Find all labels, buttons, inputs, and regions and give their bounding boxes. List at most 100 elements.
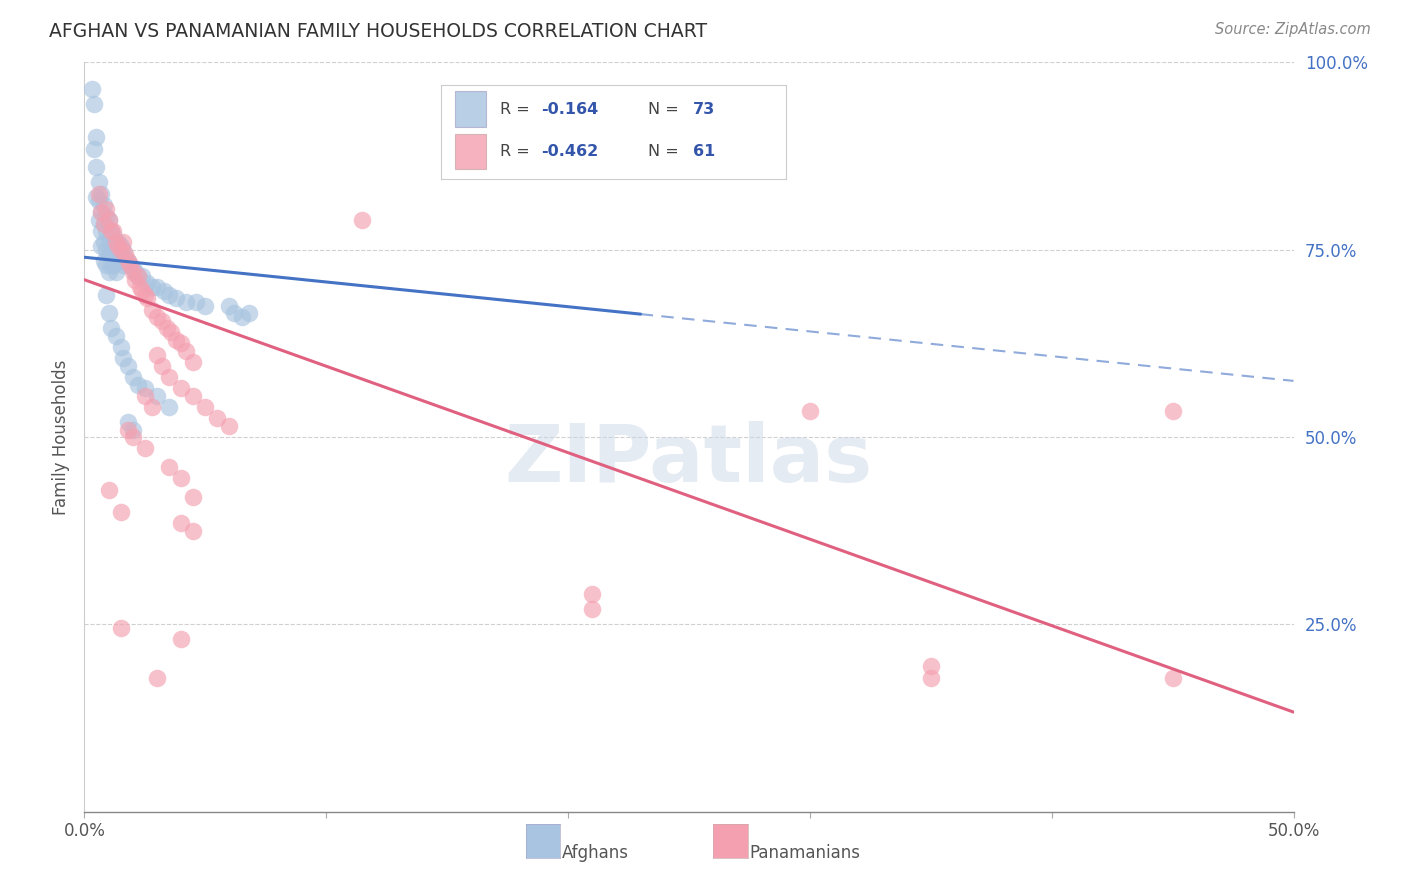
Point: [581, 602, 603, 616]
Point: [207, 411, 229, 425]
Point: [93, 198, 115, 212]
Point: [93, 235, 115, 250]
Point: [181, 355, 204, 369]
Point: [107, 250, 129, 264]
Point: [100, 243, 122, 257]
Point: [920, 671, 942, 685]
Point: [117, 423, 139, 437]
Point: [107, 235, 129, 250]
Point: [134, 389, 156, 403]
Point: [93, 217, 115, 231]
Point: [194, 299, 217, 313]
Point: [97, 231, 120, 245]
Point: [100, 321, 122, 335]
Point: [100, 224, 122, 238]
Point: [121, 430, 143, 444]
Point: [157, 460, 180, 475]
Point: [174, 295, 197, 310]
Point: [181, 389, 204, 403]
Point: [1161, 404, 1184, 418]
Point: [121, 261, 143, 276]
Point: [352, 212, 374, 227]
Point: [104, 235, 127, 250]
Point: [120, 258, 142, 272]
Point: [134, 442, 156, 456]
Point: [114, 246, 136, 260]
Point: [218, 299, 240, 313]
Point: [129, 280, 152, 294]
Point: [170, 381, 193, 395]
Point: [86, 190, 108, 204]
Point: [150, 359, 173, 373]
Point: [581, 587, 603, 601]
Text: ZIPatlas: ZIPatlas: [505, 420, 873, 499]
Point: [80, 81, 103, 95]
Point: [194, 400, 217, 414]
Point: [165, 333, 187, 347]
Point: [83, 142, 105, 156]
Point: [117, 254, 139, 268]
Point: [112, 258, 135, 272]
Point: [97, 265, 120, 279]
Point: [174, 343, 197, 358]
Point: [93, 254, 115, 268]
Point: [146, 280, 169, 294]
Text: Afghans: Afghans: [562, 844, 628, 862]
Point: [110, 621, 132, 635]
Point: [94, 243, 117, 257]
Point: [97, 212, 120, 227]
Point: [170, 632, 193, 647]
Point: [90, 186, 112, 201]
Point: [134, 381, 156, 395]
Point: [103, 243, 125, 257]
Point: [121, 370, 143, 384]
Point: [141, 400, 163, 414]
Point: [90, 239, 112, 253]
Point: [146, 389, 169, 403]
Point: [127, 268, 149, 283]
Point: [146, 348, 169, 362]
Point: [90, 205, 112, 219]
Point: [83, 96, 105, 111]
Point: [170, 516, 193, 531]
Point: [110, 254, 132, 268]
Point: [136, 292, 159, 306]
Point: [224, 306, 246, 320]
Point: [157, 400, 180, 414]
Point: [920, 658, 942, 673]
Point: [112, 243, 135, 257]
Point: [231, 310, 253, 325]
Point: [1161, 671, 1184, 685]
Point: [104, 235, 127, 250]
Point: [90, 224, 112, 238]
Point: [141, 302, 163, 317]
Point: [141, 280, 163, 294]
Point: [104, 250, 127, 264]
Point: [157, 370, 180, 384]
Point: [157, 287, 180, 301]
Point: [117, 415, 139, 429]
Point: [103, 224, 125, 238]
Point: [127, 377, 149, 392]
Point: [117, 359, 139, 373]
Point: [114, 250, 136, 264]
Point: [97, 483, 120, 497]
Point: [181, 524, 204, 538]
Point: [127, 268, 149, 283]
Point: [100, 224, 122, 238]
Point: [799, 404, 821, 418]
Point: [155, 321, 177, 335]
Point: [110, 239, 132, 253]
Point: [121, 265, 143, 279]
Point: [181, 490, 204, 504]
Point: [160, 325, 183, 339]
Point: [94, 202, 117, 216]
Point: [93, 217, 115, 231]
Point: [90, 205, 112, 219]
Y-axis label: Family Households: Family Households: [52, 359, 70, 515]
Point: [218, 418, 240, 433]
Point: [120, 258, 142, 272]
Point: [94, 209, 117, 223]
Point: [170, 336, 193, 351]
Point: [97, 246, 120, 260]
